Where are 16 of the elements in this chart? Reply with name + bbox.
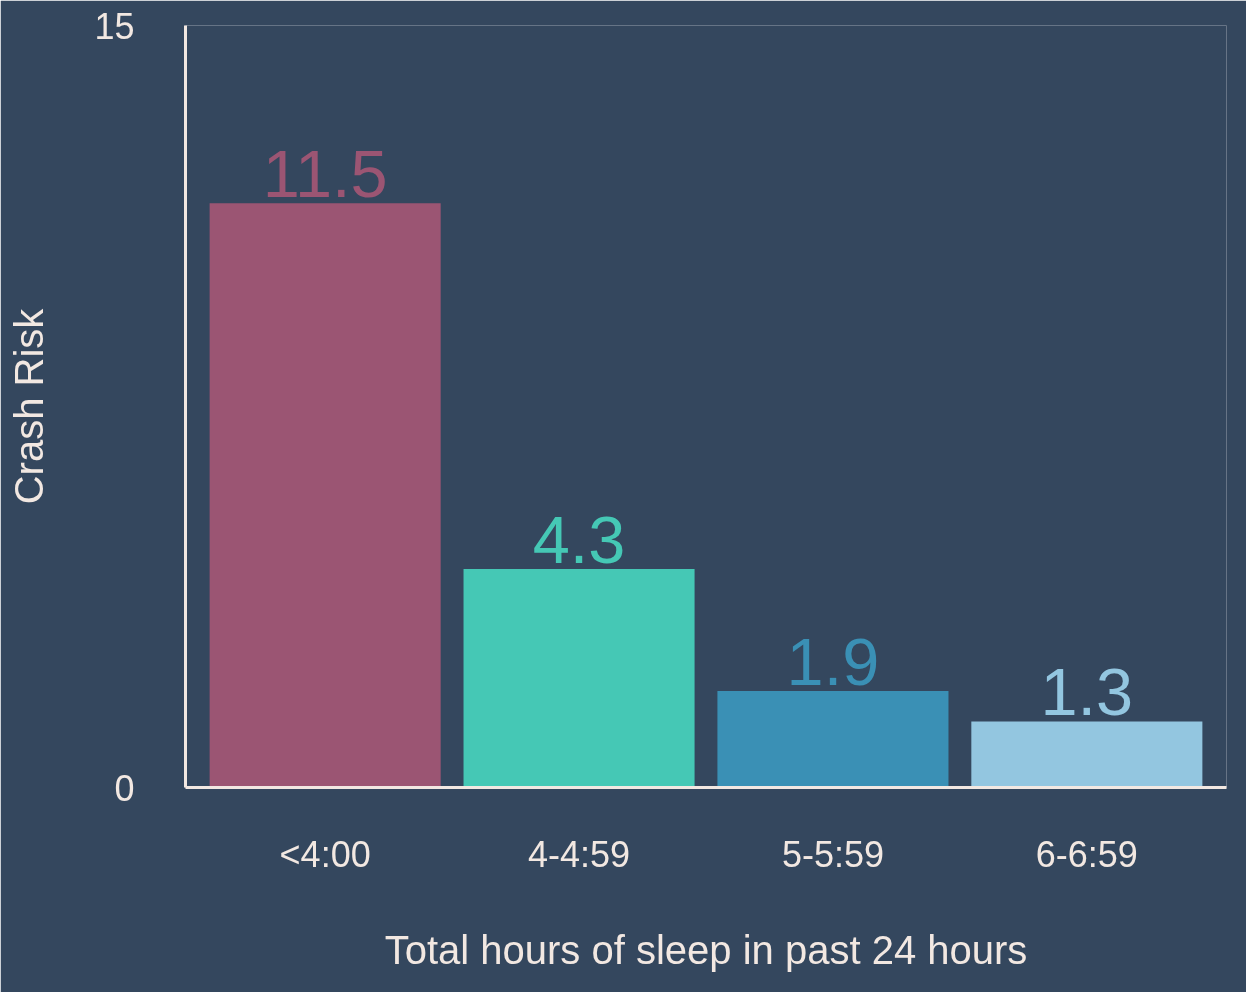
y-tick-label: 15 bbox=[94, 5, 135, 47]
bar bbox=[971, 721, 1203, 788]
x-tick-label: 5-5:59 bbox=[781, 833, 884, 875]
bar bbox=[717, 690, 949, 788]
data-label: 4.3 bbox=[532, 503, 626, 578]
x-tick-label: 6-6:59 bbox=[1035, 833, 1138, 875]
x-tick-label: 4-4:59 bbox=[528, 833, 631, 875]
x-axis-title: Total hours of sleep in past 24 hours bbox=[384, 927, 1028, 972]
bar bbox=[463, 569, 695, 788]
x-tick-label: <4:00 bbox=[279, 833, 371, 875]
data-label: 11.5 bbox=[262, 137, 388, 212]
bar bbox=[209, 203, 441, 788]
data-label: 1.3 bbox=[1040, 655, 1134, 730]
y-axis-title: Crash Risk bbox=[7, 307, 52, 505]
y-tick-label: 0 bbox=[114, 767, 135, 809]
data-label: 1.9 bbox=[786, 624, 880, 699]
